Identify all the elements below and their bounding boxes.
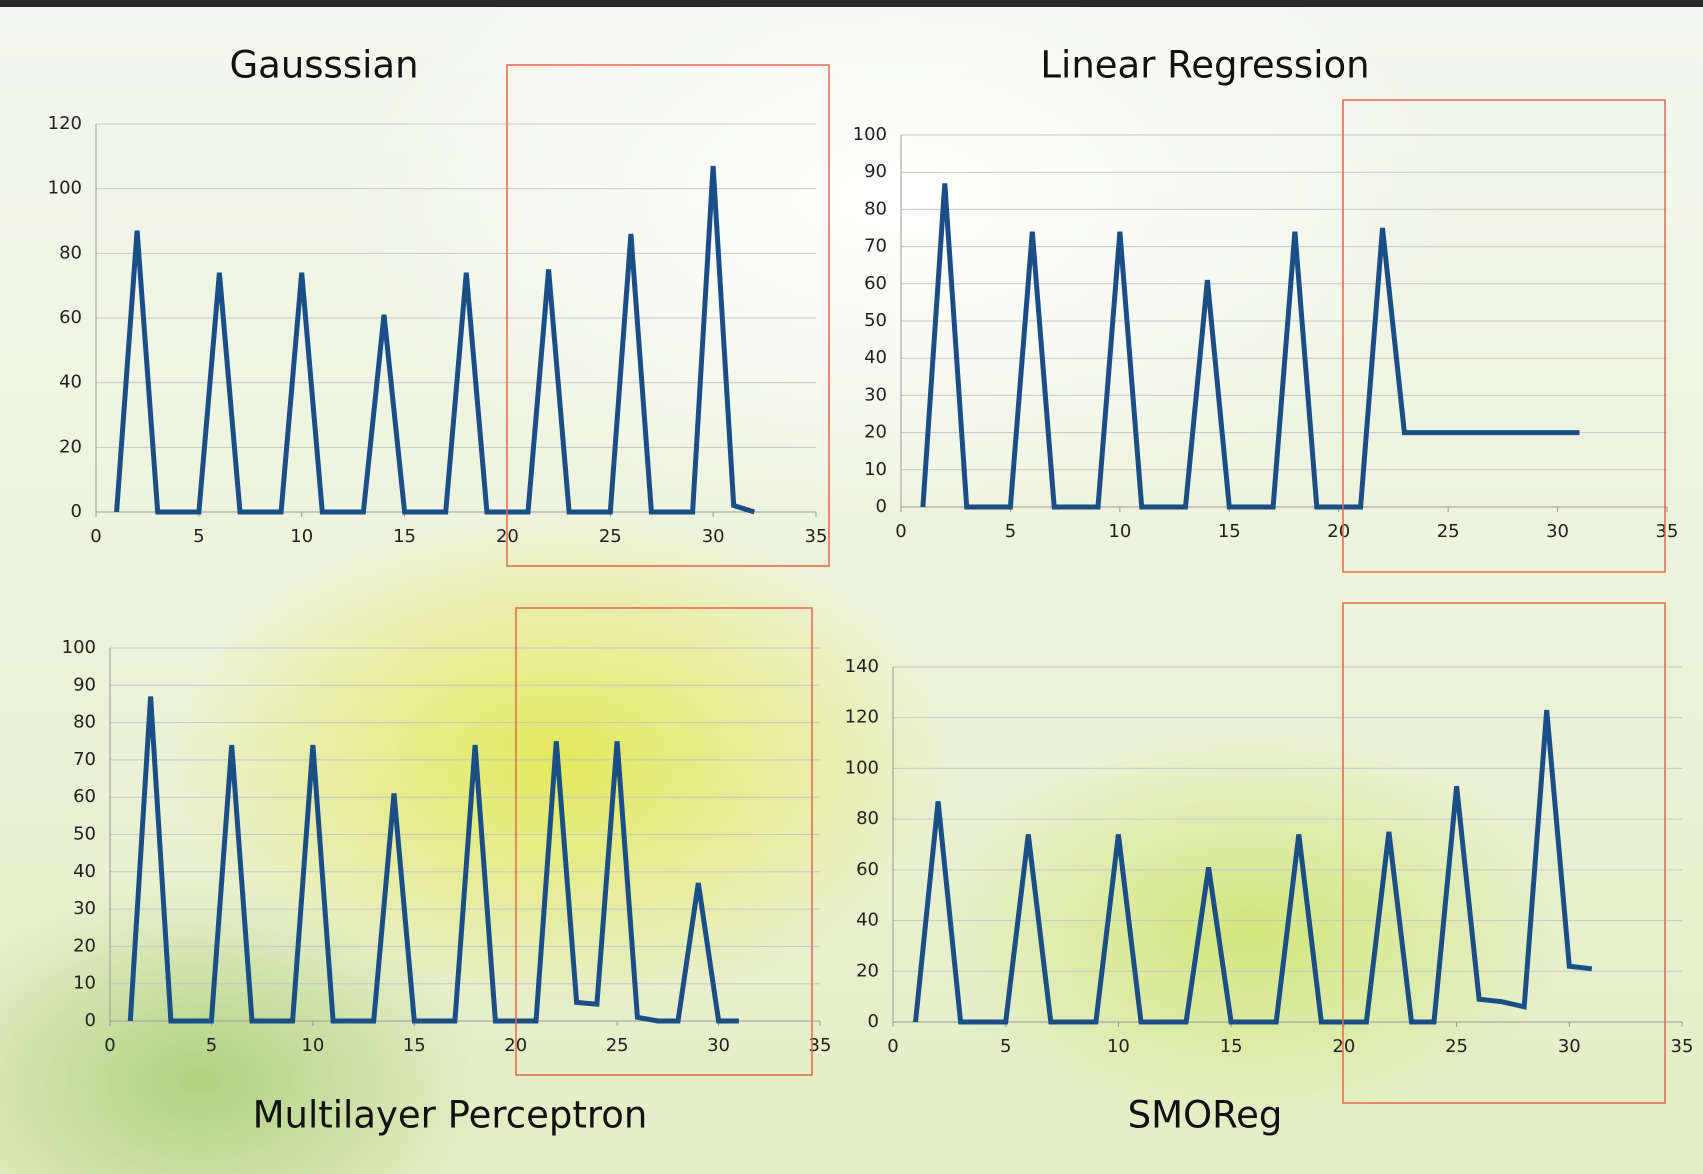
- y-tick-label: 50: [73, 824, 96, 845]
- x-tick-label: 35: [1656, 521, 1679, 542]
- x-tick-label: 20: [1327, 521, 1350, 542]
- series-line: [916, 710, 1592, 1022]
- x-tick-label: 20: [1332, 1036, 1355, 1057]
- x-tick-label: 15: [1218, 521, 1241, 542]
- y-tick-label: 30: [864, 384, 887, 405]
- x-tick-label: 0: [887, 1036, 898, 1057]
- y-tick-label: 0: [85, 1010, 96, 1031]
- x-tick-label: 25: [599, 526, 622, 547]
- x-tick-label: 0: [90, 526, 101, 547]
- x-tick-label: 10: [1108, 521, 1131, 542]
- y-tick-label: 0: [868, 1011, 879, 1032]
- y-tick-label: 120: [48, 113, 82, 134]
- y-tick-label: 50: [864, 310, 887, 331]
- y-tick-label: 70: [864, 236, 887, 257]
- x-tick-label: 5: [1005, 521, 1016, 542]
- slide: Gausssian02040608010012005101520253035Li…: [0, 0, 1703, 1174]
- x-tick-label: 5: [193, 526, 204, 547]
- y-tick-label: 90: [73, 674, 96, 695]
- y-tick-label: 10: [73, 973, 96, 994]
- y-tick-label: 100: [853, 124, 887, 145]
- y-tick-label: 80: [59, 242, 82, 263]
- y-tick-label: 40: [856, 910, 879, 931]
- x-tick-label: 35: [1671, 1036, 1694, 1057]
- series-line: [923, 183, 1580, 507]
- chart-title: Multilayer Perceptron: [253, 1094, 648, 1137]
- highlight-box: [516, 608, 812, 1075]
- x-tick-label: 5: [206, 1035, 217, 1056]
- x-tick-label: 10: [1107, 1036, 1130, 1057]
- y-tick-label: 20: [73, 935, 96, 956]
- y-tick-label: 40: [59, 372, 82, 393]
- highlight-box: [1343, 100, 1665, 572]
- y-tick-label: 0: [71, 501, 82, 522]
- y-tick-label: 140: [845, 656, 879, 677]
- y-tick-label: 80: [73, 712, 96, 733]
- y-tick-label: 90: [864, 161, 887, 182]
- chart-title: SMOReg: [1128, 1094, 1283, 1137]
- series-line: [117, 166, 755, 512]
- y-tick-label: 30: [73, 898, 96, 919]
- x-tick-label: 10: [301, 1035, 324, 1056]
- y-tick-label: 120: [845, 707, 879, 728]
- y-tick-label: 100: [62, 637, 96, 658]
- x-tick-label: 35: [805, 526, 828, 547]
- x-tick-label: 30: [707, 1035, 730, 1056]
- x-tick-label: 25: [606, 1035, 629, 1056]
- x-tick-label: 30: [1546, 521, 1569, 542]
- x-tick-label: 0: [104, 1035, 115, 1056]
- y-tick-label: 60: [59, 307, 82, 328]
- y-tick-label: 0: [876, 496, 887, 517]
- x-tick-label: 5: [1000, 1036, 1011, 1057]
- y-tick-label: 20: [59, 436, 82, 457]
- x-tick-label: 15: [403, 1035, 426, 1056]
- y-tick-label: 70: [73, 749, 96, 770]
- x-tick-label: 25: [1437, 521, 1460, 542]
- y-tick-label: 60: [864, 273, 887, 294]
- x-tick-label: 30: [702, 526, 725, 547]
- y-tick-label: 100: [48, 178, 82, 199]
- y-tick-label: 40: [864, 347, 887, 368]
- charts: Gausssian02040608010012005101520253035Li…: [0, 0, 1703, 1174]
- y-tick-label: 40: [73, 861, 96, 882]
- y-tick-label: 100: [845, 757, 879, 778]
- x-tick-label: 30: [1558, 1036, 1581, 1057]
- x-tick-label: 15: [1220, 1036, 1243, 1057]
- series-line: [130, 697, 739, 1022]
- y-tick-label: 60: [856, 859, 879, 880]
- y-tick-label: 20: [864, 422, 887, 443]
- chart-title: Gausssian: [229, 44, 418, 87]
- y-tick-label: 20: [856, 960, 879, 981]
- y-tick-label: 10: [864, 459, 887, 480]
- y-tick-label: 60: [73, 786, 96, 807]
- y-tick-label: 80: [864, 198, 887, 219]
- chart-title: Linear Regression: [1040, 44, 1369, 87]
- x-tick-label: 15: [393, 526, 416, 547]
- x-tick-label: 25: [1445, 1036, 1468, 1057]
- x-tick-label: 10: [290, 526, 313, 547]
- x-tick-label: 0: [895, 521, 906, 542]
- highlight-box: [507, 65, 829, 566]
- y-tick-label: 80: [856, 808, 879, 829]
